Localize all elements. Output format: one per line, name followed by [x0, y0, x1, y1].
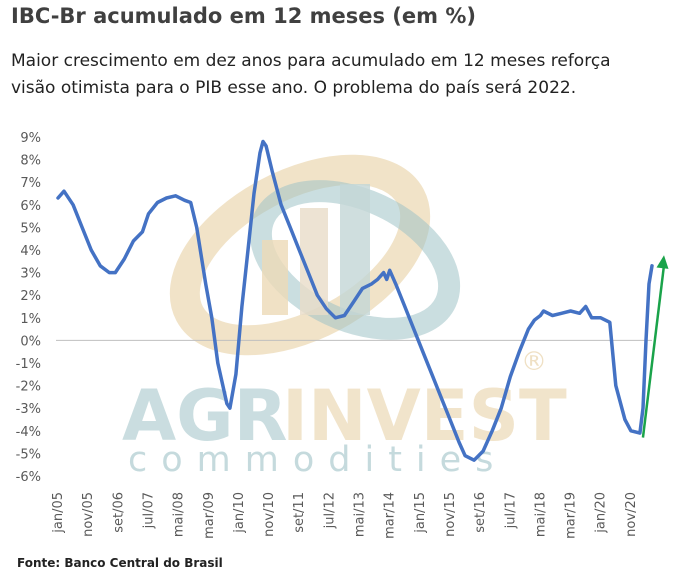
x-tick-label: jan/20 — [594, 492, 609, 534]
y-tick-label: 5% — [20, 221, 41, 236]
agrinvest-watermark: AGR INVEST commodities ® — [122, 154, 567, 480]
y-axis: 9% 8% 7% 6% 5% 4% 3% 2% 1% 0% -1% -2% -3% -4% -5% -6% — [16, 131, 41, 485]
y-tick-label: 1% — [20, 312, 41, 327]
x-tick-label: jan/15 — [413, 492, 428, 534]
chart-subtitle: Maior crescimento em dez anos para acumu… — [11, 48, 676, 102]
chart-title: IBC-Br acumulado em 12 meses (em %) — [11, 4, 476, 28]
subtitle-line-1: Maior crescimento em dez anos para acumu… — [11, 51, 611, 71]
y-tick-label: 4% — [20, 244, 41, 259]
x-tick-label: jul/17 — [503, 492, 518, 529]
x-tick-label: set/06 — [111, 492, 126, 533]
annotation-layer — [641, 255, 669, 438]
y-tick-label: 8% — [20, 154, 41, 169]
ibc-br-series-line — [56, 139, 654, 462]
x-tick-label: mar/19 — [564, 492, 579, 539]
x-tick-label: mar/09 — [202, 492, 217, 539]
subtitle-line-2: visão otimista para o PIB esse ano. O pr… — [11, 78, 577, 98]
x-tick-label: set/16 — [473, 492, 488, 533]
y-tick-label: -4% — [16, 425, 41, 440]
y-tick-label: -3% — [16, 402, 41, 417]
watermark-commodities: commodities — [128, 440, 507, 480]
x-tick-label: mai/18 — [533, 492, 548, 537]
x-tick-label: jan/05 — [51, 492, 66, 534]
y-tick-label: 9% — [20, 131, 41, 146]
x-tick-label: nov/10 — [262, 492, 277, 537]
series-layer — [56, 139, 654, 462]
watermark-agr: AGR — [122, 375, 288, 457]
x-tick-label: jul/07 — [141, 492, 156, 529]
y-tick-label: 0% — [20, 334, 41, 349]
source-note: Fonte: Banco Central do Brasil — [17, 556, 223, 570]
x-tick-label: jan/10 — [232, 492, 247, 534]
y-tick-label: 3% — [20, 267, 41, 282]
x-tick-label: nov/20 — [624, 492, 639, 537]
y-tick-label: -6% — [16, 470, 41, 485]
watermark-invest: INVEST — [282, 375, 567, 457]
x-tick-label: set/11 — [292, 492, 307, 533]
trend-arrow-shaft — [641, 265, 666, 438]
x-tick-label: jul/12 — [322, 492, 337, 529]
y-tick-label: 2% — [20, 289, 41, 304]
y-tick-label: 7% — [20, 176, 41, 191]
x-tick-label: mai/08 — [172, 492, 187, 537]
y-tick-label: -2% — [16, 380, 41, 395]
y-tick-label: 6% — [20, 199, 41, 214]
x-tick-label: nov/15 — [443, 492, 458, 537]
y-tick-label: -5% — [16, 447, 41, 462]
trend-arrow-head — [656, 255, 669, 269]
x-tick-label: nov/05 — [81, 492, 96, 537]
x-tick-label: mar/14 — [383, 492, 398, 539]
watermark-bar-1 — [262, 240, 288, 315]
watermark-registered: ® — [521, 347, 547, 377]
x-tick-label: mai/13 — [353, 492, 368, 537]
y-tick-label: -1% — [16, 357, 41, 372]
watermark-bar-3 — [340, 184, 370, 315]
x-axis: jan/05 nov/05 set/06 jul/07 mai/08 mar/09 jan/… — [51, 339, 652, 539]
